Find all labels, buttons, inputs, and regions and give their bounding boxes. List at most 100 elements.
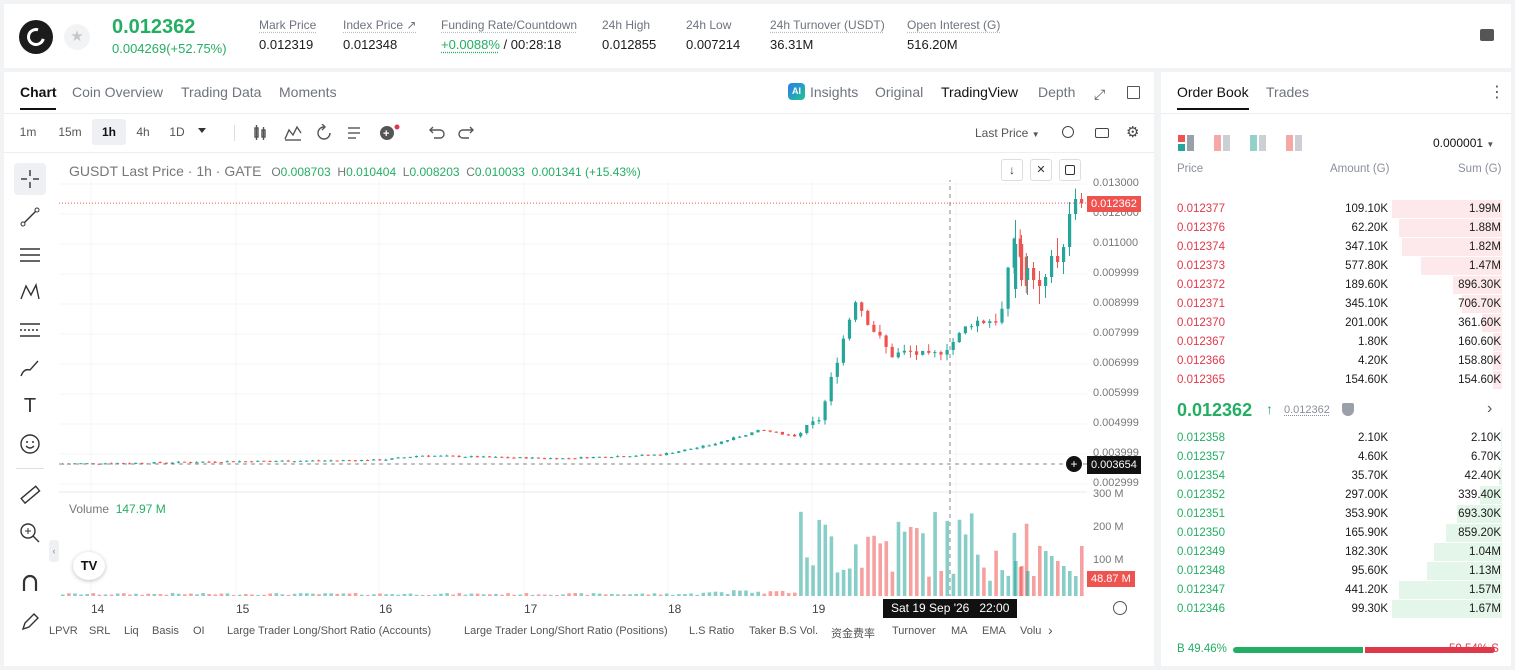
bid-row[interactable]: 0.012351 353.90K 693.30K bbox=[1172, 505, 1506, 524]
settings-gear-icon[interactable]: ⚙ bbox=[1126, 124, 1140, 141]
maximize-pane-icon[interactable] bbox=[1059, 159, 1081, 181]
chevron-right-icon[interactable]: › bbox=[1487, 400, 1493, 417]
text-tool[interactable]: T bbox=[23, 394, 37, 417]
pencil-lock-icon[interactable] bbox=[14, 606, 46, 638]
indicator-tab-turnover[interactable]: Turnover bbox=[892, 625, 936, 637]
indicator-tab-volume[interactable]: Volu bbox=[1020, 625, 1042, 637]
tab-insights[interactable]: Insights bbox=[810, 84, 859, 100]
window-icon[interactable] bbox=[1127, 86, 1140, 99]
funding-rate-stat[interactable]: Funding Rate/Countdown +0.0088% / 00:28:1… bbox=[441, 18, 578, 52]
timeframe-15m[interactable]: 15m bbox=[58, 125, 82, 139]
indicator-tab-ls-positions[interactable]: Large Trader Long/Short Ratio (Positions… bbox=[464, 625, 668, 637]
bid-row[interactable]: 0.012348 95.60K 1.13M bbox=[1172, 562, 1506, 581]
indicator-tab-oi[interactable]: OI bbox=[193, 625, 205, 637]
candlestick-chart[interactable] bbox=[59, 180, 1087, 600]
ask-row[interactable]: 0.012377 109.10K 1.99M bbox=[1172, 200, 1506, 219]
indicator-tab-srl[interactable]: SRL bbox=[89, 625, 111, 637]
bid-row[interactable]: 0.012357 4.60K 6.70K bbox=[1172, 448, 1506, 467]
volume-bar bbox=[774, 591, 779, 596]
timeframe-1m[interactable]: 1m bbox=[19, 125, 37, 139]
camera-icon[interactable] bbox=[1095, 128, 1109, 138]
tab-chart[interactable]: Chart bbox=[20, 84, 57, 100]
timeframe-4h[interactable]: 4h bbox=[136, 125, 150, 139]
horizontal-lines-tool[interactable] bbox=[14, 239, 46, 271]
index-price-stat[interactable]: Index Price ↗ 0.012348 bbox=[343, 18, 417, 52]
ask-row[interactable]: 0.012366 4.20K 158.80K bbox=[1172, 352, 1506, 371]
ask-row[interactable]: 0.012373 577.80K 1.47M bbox=[1172, 257, 1506, 276]
indicator-tab-taker-vol[interactable]: Taker B.S Vol. bbox=[749, 625, 819, 637]
magnet-icon[interactable] bbox=[14, 568, 46, 600]
last-price-select[interactable]: Last Price ▼ bbox=[975, 126, 1040, 140]
precision-select[interactable]: 0.000001 ▼ bbox=[1433, 136, 1495, 150]
brush-tool[interactable] bbox=[14, 352, 46, 384]
tab-tradingview[interactable]: TradingView bbox=[941, 84, 1019, 100]
bid-row[interactable]: 0.012352 297.00K 339.40K bbox=[1172, 486, 1506, 505]
volume-bar bbox=[122, 593, 126, 596]
more-options-icon[interactable]: ⋮ bbox=[1489, 84, 1505, 101]
ruler-tool-icon[interactable] bbox=[14, 479, 46, 511]
indicator-tab-ema[interactable]: EMA bbox=[982, 625, 1006, 637]
candle-body bbox=[183, 461, 187, 463]
emoji-tool-icon[interactable] bbox=[14, 428, 46, 460]
pattern-tool[interactable] bbox=[14, 276, 46, 308]
scroll-right-icon[interactable]: › bbox=[1048, 622, 1053, 638]
bid-row[interactable]: 0.012346 99.30K 1.67M bbox=[1172, 600, 1506, 619]
tab-coin-overview[interactable]: Coin Overview bbox=[72, 84, 164, 100]
indicator-tab-ls-ratio[interactable]: L.S Ratio bbox=[689, 625, 735, 637]
tab-trades[interactable]: Trades bbox=[1266, 84, 1310, 100]
ask-row[interactable]: 0.012372 189.60K 896.30K bbox=[1172, 276, 1506, 295]
indicator-tab-liq[interactable]: Liq bbox=[124, 625, 139, 637]
ask-price: 0.012365 bbox=[1177, 374, 1225, 386]
timeframe-dropdown-icon[interactable] bbox=[198, 128, 206, 133]
indicator-tab-lpvr[interactable]: LPVR bbox=[49, 625, 78, 637]
bid-row[interactable]: 0.012349 182.30K 1.04M bbox=[1172, 543, 1506, 562]
candle-body bbox=[512, 457, 516, 459]
expand-icon[interactable]: ⤢ bbox=[1094, 86, 1106, 102]
bid-row[interactable]: 0.012347 441.20K 1.57M bbox=[1172, 581, 1506, 600]
tab-depth[interactable]: Depth bbox=[1038, 84, 1076, 100]
volume-bar bbox=[1068, 571, 1072, 596]
bid-price: 0.012348 bbox=[1177, 565, 1225, 577]
crosshair-tool[interactable] bbox=[14, 163, 46, 195]
candle-body bbox=[732, 437, 736, 441]
collapse-toolbar-icon[interactable]: ‹ bbox=[49, 540, 59, 562]
bid-row[interactable]: 0.012350 165.90K 859.20K bbox=[1172, 524, 1506, 543]
indicator-tab-ma[interactable]: MA bbox=[951, 625, 968, 637]
bid-amount: 4.60K bbox=[1357, 451, 1388, 463]
bid-row[interactable]: 0.012354 35.70K 42.40K bbox=[1172, 467, 1506, 486]
axis-settings-icon[interactable] bbox=[1113, 601, 1127, 615]
candle-body bbox=[463, 456, 467, 458]
timeframe-1d[interactable]: 1D bbox=[169, 125, 185, 139]
candle-body bbox=[915, 351, 919, 355]
favorite-star-icon[interactable]: ★ bbox=[64, 24, 90, 50]
volume-bar bbox=[530, 594, 535, 596]
volume-bar bbox=[231, 594, 236, 596]
search-icon[interactable] bbox=[1062, 126, 1074, 138]
indicator-tab-basis[interactable]: Basis bbox=[152, 625, 179, 637]
tab-moments[interactable]: Moments bbox=[279, 84, 337, 100]
tab-trading-data[interactable]: Trading Data bbox=[181, 84, 262, 100]
ask-row[interactable]: 0.012370 201.00K 361.60K bbox=[1172, 314, 1506, 333]
indicator-tab-funding-rate[interactable]: 资金费率 bbox=[831, 627, 875, 640]
zoom-in-icon[interactable] bbox=[14, 517, 46, 549]
scroll-to-latest-icon[interactable]: ↓ bbox=[1001, 159, 1023, 181]
bid-row[interactable]: 0.012358 2.10K 2.10K bbox=[1172, 429, 1506, 448]
volume-bar bbox=[518, 594, 523, 596]
tab-original[interactable]: Original bbox=[875, 84, 924, 100]
trend-line-tool[interactable] bbox=[14, 201, 46, 233]
timeframe-1h[interactable]: 1h bbox=[92, 119, 126, 145]
book-icon[interactable] bbox=[1480, 29, 1494, 41]
col-header-sum: Sum (G) bbox=[1458, 163, 1502, 175]
ask-row[interactable]: 0.012365 154.60K 154.60K bbox=[1172, 371, 1506, 390]
tradingview-logo[interactable]: TV bbox=[73, 552, 105, 580]
add-alert-icon[interactable]: + bbox=[1066, 456, 1082, 472]
indicator-tab-ls-accounts[interactable]: Large Trader Long/Short Ratio (Accounts) bbox=[227, 625, 432, 637]
tab-order-book[interactable]: Order Book bbox=[1177, 84, 1249, 100]
candle-body bbox=[420, 455, 425, 457]
ask-row[interactable]: 0.012376 62.20K 1.88M bbox=[1172, 219, 1506, 238]
ask-row[interactable]: 0.012374 347.10K 1.82M bbox=[1172, 238, 1506, 257]
fib-tool[interactable] bbox=[14, 314, 46, 346]
ask-row[interactable]: 0.012367 1.80K 160.60K bbox=[1172, 333, 1506, 352]
ask-row[interactable]: 0.012371 345.10K 706.70K bbox=[1172, 295, 1506, 314]
collapse-pane-icon[interactable]: ✕ bbox=[1030, 159, 1052, 181]
